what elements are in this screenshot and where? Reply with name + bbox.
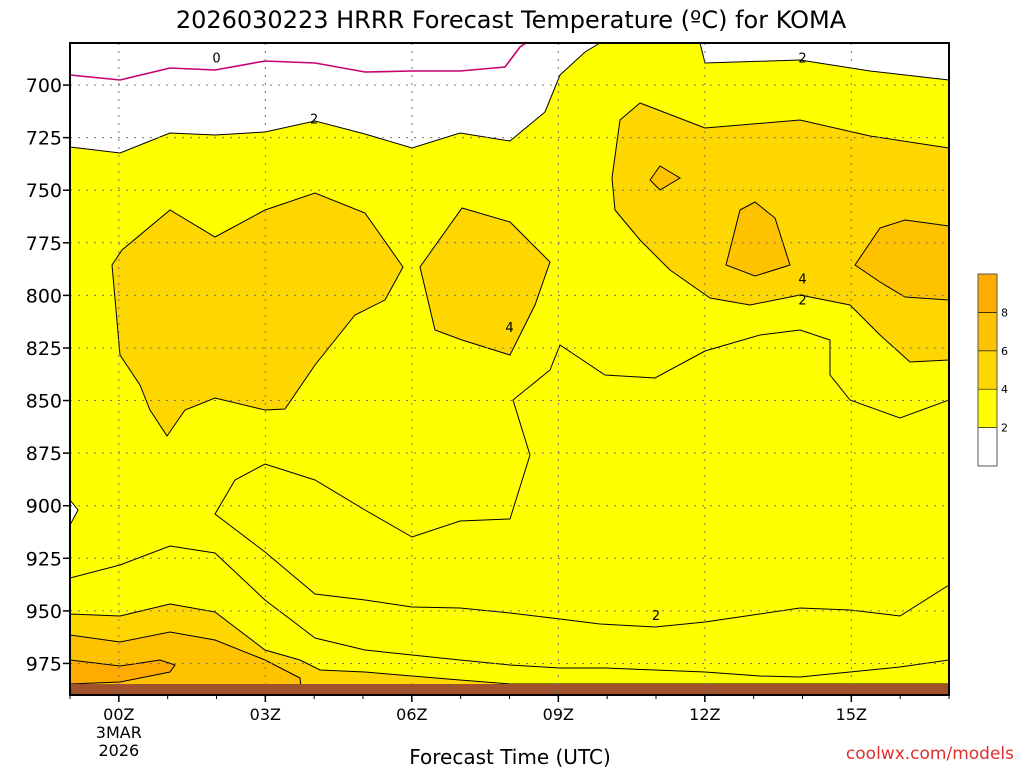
contour-label: 2 bbox=[798, 294, 806, 309]
y-tick-label: 975 bbox=[26, 653, 62, 675]
y-tick-label: 925 bbox=[26, 548, 62, 570]
contour-left-edge-lobe bbox=[70, 499, 79, 526]
x-axis-title: Forecast Time (UTC) bbox=[409, 745, 611, 768]
y-tick-label: 750 bbox=[26, 180, 62, 202]
colorbar-segment bbox=[977, 312, 998, 352]
colorbar-label: 4 bbox=[1001, 383, 1008, 396]
colorbar-segment bbox=[977, 427, 998, 467]
y-tick-label: 950 bbox=[26, 601, 62, 623]
contour-6c-region-center bbox=[725, 201, 791, 277]
contour-label: 4 bbox=[798, 273, 806, 288]
y-tick-label: 800 bbox=[26, 285, 62, 307]
chart-title: 2026030223 HRRR Forecast Temperature (ºC… bbox=[176, 6, 847, 34]
x-tick-label: 12Z bbox=[689, 705, 720, 724]
x-tick-label: 00Z bbox=[103, 705, 134, 724]
y-tick-label: 875 bbox=[26, 443, 62, 465]
contour-0c-line bbox=[70, 43, 527, 81]
x-tick-label: 03Z bbox=[250, 705, 281, 724]
contour-4c-region-mid bbox=[419, 207, 551, 356]
x-date-label: 3MAR bbox=[96, 723, 142, 742]
x-tick-label: 15Z bbox=[836, 705, 867, 724]
contour-4c-region-west bbox=[111, 192, 404, 437]
y-tick-label: 850 bbox=[26, 391, 62, 413]
x-year-label: 2026 bbox=[98, 741, 139, 760]
y-tick-label: 825 bbox=[26, 338, 62, 360]
colorbar-frame bbox=[977, 273, 998, 467]
y-tick-label: 700 bbox=[26, 75, 62, 97]
colorbar-segment bbox=[977, 273, 998, 313]
contour-6c-region-small bbox=[649, 165, 681, 191]
colorbar-label: 8 bbox=[1001, 306, 1008, 319]
contour-label: 2 bbox=[310, 113, 318, 128]
y-tick-label: 900 bbox=[26, 496, 62, 518]
y-tick-label: 725 bbox=[26, 128, 62, 150]
colorbar-segment bbox=[977, 388, 998, 428]
colorbar-segment bbox=[977, 350, 998, 390]
contour-label: 0 bbox=[212, 52, 220, 67]
colorbar-label: 6 bbox=[1001, 345, 1008, 358]
contour-label: 4 bbox=[505, 321, 513, 336]
y-axis: 700 725 750 775 800 825 850 875 900 925 950 975 bbox=[26, 75, 70, 675]
colorbar-label: 2 bbox=[1001, 422, 1008, 435]
x-tick-label: 09Z bbox=[543, 705, 574, 724]
contour-fills bbox=[70, 43, 949, 695]
x-tick-label: 06Z bbox=[396, 705, 427, 724]
contour-label: 2 bbox=[798, 52, 806, 67]
contour-label: 2 bbox=[652, 609, 660, 624]
credit-link[interactable]: coolwx.com/models bbox=[846, 744, 1014, 764]
colorbar: 2 4 6 8 bbox=[977, 273, 1008, 467]
terrain-strip bbox=[70, 684, 949, 695]
contour-low-8c-band bbox=[70, 659, 176, 685]
contour-6c-region-right bbox=[854, 219, 949, 301]
contour-labels: 0 2 2 4 4 2 2 bbox=[212, 52, 806, 624]
y-tick-label: 775 bbox=[26, 233, 62, 255]
contour-4c-region-east bbox=[611, 102, 949, 363]
